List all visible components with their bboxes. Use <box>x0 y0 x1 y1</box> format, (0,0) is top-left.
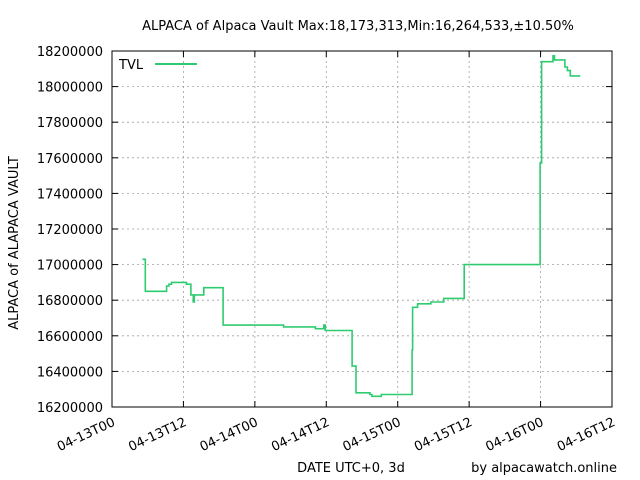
grid <box>112 51 612 407</box>
legend: TVL <box>118 58 197 73</box>
y-tick-label: 16400000 <box>37 365 103 380</box>
chart-title: ALPACA of Alpaca Vault Max:18,173,313,Mi… <box>142 19 574 34</box>
y-tick-label: 18000000 <box>37 81 103 96</box>
y-axis-label: ALPACA of ALAPACA VAULT <box>7 156 22 330</box>
x-tick-label: 04-14T00 <box>198 415 261 455</box>
x-tick-label: 04-13T00 <box>55 415 118 455</box>
y-tick-label: 17200000 <box>37 223 103 238</box>
y-tick-label: 17000000 <box>37 259 103 274</box>
y-tick-label: 17400000 <box>37 187 103 202</box>
x-tick-label: 04-16T00 <box>483 415 546 455</box>
x-axis-label: DATE UTC+0, 3d <box>297 461 405 476</box>
series-layer <box>142 55 581 398</box>
x-tick-label: 04-14T12 <box>269 415 332 455</box>
x-tick-label: 04-15T00 <box>341 415 404 455</box>
credit-label: by alpacawatch.online <box>471 461 617 476</box>
y-tick-label: 16600000 <box>37 330 103 345</box>
x-tick-label: 04-16T12 <box>555 415 618 455</box>
y-tick-label: 18200000 <box>37 45 103 60</box>
y-tick-label: 16800000 <box>37 294 103 309</box>
y-tick-label: 16200000 <box>37 401 103 416</box>
x-tick-label: 04-15T12 <box>412 415 475 455</box>
y-tick-label: 17800000 <box>37 116 103 131</box>
y-tick-label: 17600000 <box>37 152 103 167</box>
legend-label: TVL <box>118 58 144 73</box>
series-line-tvl <box>142 55 581 398</box>
axes: 16200000 16400000 16600000 16800000 17000000… <box>37 45 618 455</box>
plot-frame <box>111 50 613 408</box>
x-tick-label: 04-13T12 <box>126 415 189 455</box>
